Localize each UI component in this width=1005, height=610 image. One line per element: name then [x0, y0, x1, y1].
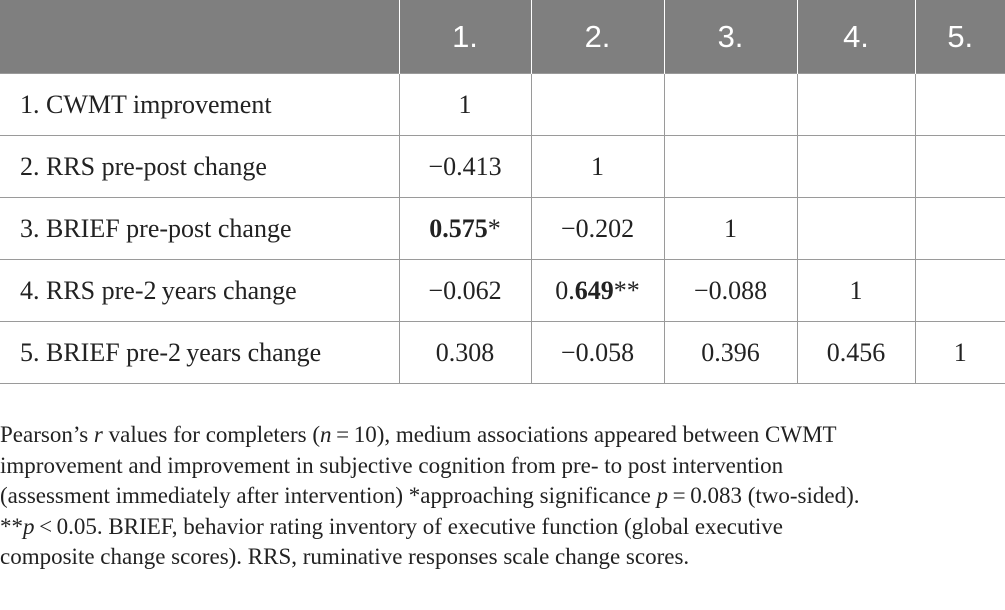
table-footnote: Pearson’s r values for completers (n = 1…	[0, 420, 1005, 573]
header-cell-4: 4.	[797, 0, 916, 74]
correlation-cell	[914, 73, 1005, 136]
header-cell-2: 2.	[531, 0, 665, 74]
footnote-italic-n: n	[320, 422, 332, 447]
correlation-cell	[663, 73, 798, 136]
footnote-line-5: composite change scores). RRS, ruminativ…	[0, 544, 690, 569]
cell-value-prefix: 0.	[555, 275, 575, 305]
cell-value-bold: 0.575	[429, 213, 488, 243]
header-row: 1. 2. 3. 4. 5.	[0, 0, 1005, 74]
correlation-cell: 0.308	[398, 321, 532, 384]
header-cell-1: 1.	[399, 0, 532, 74]
correlation-cell	[796, 197, 916, 260]
correlation-cell: 0.575*	[398, 197, 532, 260]
correlation-cell	[914, 259, 1005, 322]
correlation-cell	[530, 73, 665, 136]
footnote-text: **	[0, 513, 23, 539]
correlation-cell	[663, 135, 798, 198]
row-label: 2. RRS pre-post change	[0, 135, 400, 198]
footnote-italic-p: p	[656, 483, 669, 508]
correlation-cell: 1	[914, 321, 1005, 384]
correlation-cell: −0.088	[663, 259, 798, 322]
footnote-text: < 0.05. BRIEF, behavior rating inventory…	[34, 513, 783, 539]
significance-marker: **	[613, 275, 640, 305]
correlation-table: 1. 2. 3. 4. 5. 1. CWMT improvement 1 2. RRS pr…	[0, 0, 1005, 384]
header-cell-3: 3.	[664, 0, 798, 74]
correlation-cell: 1	[530, 135, 665, 198]
table-header: 1. 2. 3. 4. 5.	[0, 0, 1005, 74]
footnote-line-3: (assessment immediately after interventi…	[0, 481, 1005, 512]
correlation-cell: −0.413	[398, 135, 532, 198]
cell-value-bold: 649	[574, 275, 614, 305]
significance-marker: *	[487, 213, 501, 243]
correlation-cell: 1	[398, 73, 532, 136]
correlation-table-container: 1. 2. 3. 4. 5. 1. CWMT improvement 1 2. RRS pr…	[0, 0, 1005, 384]
footnote-text: (assessment immediately after interventi…	[0, 483, 657, 508]
correlation-cell: 0.396	[663, 321, 798, 384]
row-label: 5. BRIEF pre-2 years change	[0, 321, 400, 384]
footnote-line-2: improvement and improvement in subjectiv…	[0, 452, 784, 478]
correlation-cell: −0.202	[530, 197, 665, 260]
correlation-cell	[914, 197, 1005, 260]
table-row: 2. RRS pre-post change −0.413 1	[0, 135, 1005, 198]
correlation-cell: −0.062	[398, 259, 532, 322]
row-label: 1. CWMT improvement	[0, 73, 400, 136]
correlation-cell	[914, 135, 1005, 198]
correlation-cell: 0.649**	[530, 259, 665, 322]
footnote-text: = 10), medium associations appeared betw…	[331, 422, 837, 447]
table-row: 5. BRIEF pre-2 years change 0.308 −0.058 0.…	[0, 321, 1005, 384]
correlation-cell: −0.058	[530, 321, 665, 384]
correlation-cell: 0.456	[796, 321, 916, 384]
footnote-italic-p: p	[23, 513, 35, 539]
table-body: 1. CWMT improvement 1 2. RRS pre-post chan…	[0, 73, 1005, 384]
header-cell-5: 5.	[915, 0, 1005, 74]
correlation-cell: 1	[796, 259, 916, 322]
footnote-text: values for completers (	[102, 422, 321, 447]
row-label: 3. BRIEF pre-post change	[0, 197, 400, 260]
footnote-line-1: Pearson’s r values for completers (n = 1…	[0, 420, 1005, 451]
correlation-cell	[796, 135, 916, 198]
correlation-cell	[796, 73, 916, 136]
table-row: 3. BRIEF pre-post change 0.575* −0.202 1	[0, 197, 1005, 260]
header-cell-blank	[0, 0, 400, 74]
row-label: 4. RRS pre-2 years change	[0, 259, 400, 322]
table-row: 1. CWMT improvement 1	[0, 73, 1005, 136]
table-row: 4. RRS pre-2 years change −0.062 0.649** −0…	[0, 259, 1005, 322]
footnote-line-4: **p < 0.05. BRIEF, behavior rating inven…	[0, 512, 1005, 543]
correlation-cell: 1	[663, 197, 798, 260]
footnote-text: = 0.083 (two-sided).	[668, 483, 860, 508]
footnote-italic-r: r	[93, 422, 103, 447]
footnote-text: Pearson’s	[0, 422, 94, 447]
